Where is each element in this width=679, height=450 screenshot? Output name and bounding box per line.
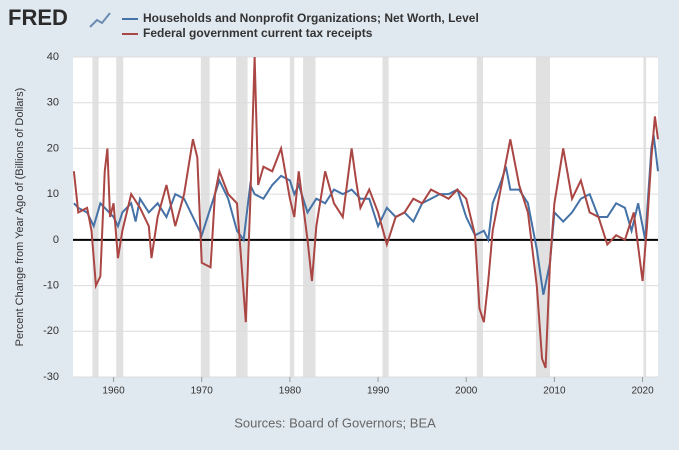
logo[interactable]: FRED bbox=[8, 5, 68, 30]
series-line bbox=[72, 56, 659, 369]
series-line bbox=[73, 134, 659, 295]
y-tick-label: 10 bbox=[47, 188, 59, 200]
recession-band bbox=[382, 57, 389, 377]
recession-band bbox=[643, 57, 647, 377]
x-tick-label: 1970 bbox=[191, 386, 214, 397]
logo-icon bbox=[89, 12, 111, 28]
x-tick-label: 1990 bbox=[367, 386, 390, 397]
x-tick-label: 1960 bbox=[102, 386, 125, 397]
x-tick-label: 2020 bbox=[631, 386, 654, 397]
recession-band bbox=[116, 57, 124, 377]
y-tick-label: 0 bbox=[53, 234, 59, 246]
y-tick-label: -20 bbox=[43, 325, 59, 337]
recession-band bbox=[535, 57, 550, 377]
y-axis-label: Percent Change from Year Ago of (Billion… bbox=[14, 88, 26, 347]
x-tick-label: 1980 bbox=[279, 386, 302, 397]
y-tick-label: 30 bbox=[47, 97, 59, 109]
legend-label: Households and Nonprofit Organizations; … bbox=[143, 11, 479, 25]
plot-area bbox=[73, 57, 658, 377]
x-tick-label: 2010 bbox=[543, 386, 566, 397]
y-tick-label: -30 bbox=[43, 371, 59, 383]
recession-band bbox=[476, 57, 483, 377]
recession-band bbox=[236, 57, 248, 377]
recession-band bbox=[303, 57, 316, 377]
y-tick-label: 20 bbox=[47, 142, 59, 154]
recession-band bbox=[289, 57, 295, 377]
y-tick-label: 40 bbox=[47, 51, 59, 63]
y-tick-label: -10 bbox=[43, 279, 59, 291]
legend-label: Federal government current tax receipts bbox=[143, 26, 373, 40]
recession-band bbox=[200, 57, 210, 377]
source: Sources: Board of Governors; BEA bbox=[234, 415, 436, 430]
x-tick-label: 2000 bbox=[455, 386, 478, 397]
